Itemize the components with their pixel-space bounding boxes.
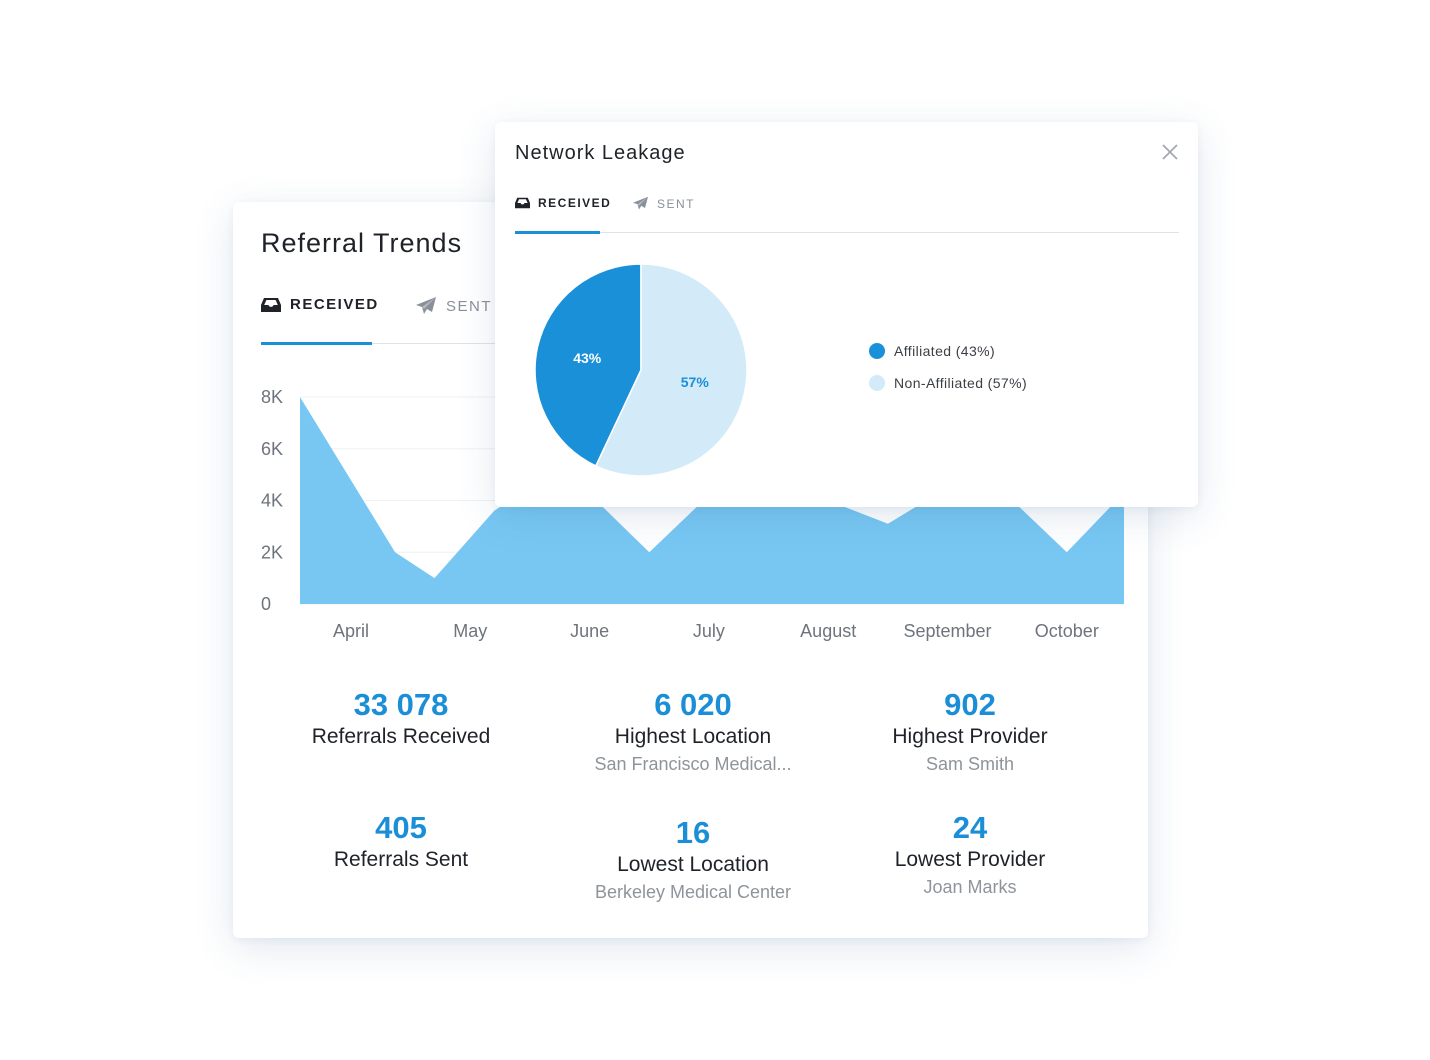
stat-label: Lowest Location [617, 853, 769, 876]
network-leakage-title: Network Leakage [515, 142, 686, 164]
y-tick-label: 8K [261, 387, 283, 407]
x-tick-label: August [800, 621, 856, 641]
tab-received[interactable]: RECEIVED [515, 196, 611, 210]
chart-y-axis: 8K 6K 4K 2K 0 [261, 387, 283, 614]
tab-received[interactable]: RECEIVED [261, 296, 379, 313]
stat-highest-location: 6 020 Highest Location San Francisco Med… [553, 687, 833, 777]
stat-referrals-sent: 405 Referrals Sent [261, 810, 541, 874]
legend-item-non-affiliated: Non-Affiliated (57%) [869, 375, 1027, 391]
tab-received-label: RECEIVED [290, 296, 379, 313]
stat-value: 405 [375, 810, 427, 845]
tab-sent[interactable]: SENT [415, 296, 492, 316]
stat-label: Lowest Provider [894, 848, 1046, 871]
paper-plane-icon [632, 196, 649, 211]
close-icon [1162, 144, 1178, 160]
x-tick-label: June [570, 621, 609, 641]
stat-value: 902 [944, 687, 996, 722]
stat-lowest-location: 16 Lowest Location Berkeley Medical Cent… [553, 815, 833, 905]
stat-value: 33 078 [353, 687, 449, 722]
paper-plane-icon [415, 296, 437, 316]
stat-referrals-received: 33 078 Referrals Received [261, 687, 541, 751]
network-leakage-pie-chart: 43% 57% [534, 263, 748, 477]
tab-sent[interactable]: SENT [632, 196, 695, 211]
legend-swatch [869, 343, 885, 359]
network-leakage-card: Network Leakage RECEIVED SENT 43% 57% Aff… [495, 122, 1198, 507]
pie-slice-label: 57% [681, 374, 710, 390]
referral-trends-title: Referral Trends [261, 228, 463, 258]
legend-label: Non-Affiliated (57%) [894, 375, 1028, 391]
x-tick-label: July [693, 621, 725, 641]
tabs-divider [515, 232, 1179, 233]
pie-slice-label: 43% [573, 350, 602, 366]
stat-label: Referrals Sent [333, 848, 469, 871]
x-tick-label: April [333, 621, 369, 641]
stat-subtitle: Sam Smith [925, 754, 1015, 774]
stat-value: 16 [675, 815, 711, 850]
pie-slice [534, 263, 642, 467]
y-tick-label: 0 [261, 594, 271, 614]
stat-label: Highest Provider [892, 725, 1048, 748]
tab-sent-label: SENT [446, 297, 493, 315]
stat-lowest-provider: 24 Lowest Provider Joan Marks [830, 810, 1110, 900]
chart-x-axis: April May June July August September October [333, 621, 1099, 641]
tabs-divider [261, 343, 561, 344]
stat-label: Highest Location [614, 725, 772, 748]
x-tick-label: October [1035, 621, 1099, 641]
close-button[interactable] [1160, 142, 1180, 162]
stat-subtitle: Berkeley Medical Center [594, 882, 792, 902]
legend-swatch [869, 375, 885, 391]
inbox-tray-icon [261, 297, 281, 313]
legend-label: Affiliated (43%) [894, 343, 996, 359]
tab-received-label: RECEIVED [538, 196, 612, 210]
x-tick-label: May [453, 621, 487, 641]
x-tick-label: September [903, 621, 991, 641]
y-tick-label: 4K [261, 491, 283, 511]
active-tab-indicator [515, 231, 600, 234]
pie-slice [594, 263, 748, 477]
y-tick-label: 2K [261, 542, 283, 562]
stat-subtitle: Joan Marks [923, 877, 1017, 897]
legend-item-affiliated: Affiliated (43%) [869, 343, 995, 359]
stat-label: Referrals Received [311, 725, 491, 748]
tab-sent-label: SENT [657, 196, 696, 211]
stat-subtitle: San Francisco Medical... [594, 754, 792, 774]
stat-highest-provider: 902 Highest Provider Sam Smith [830, 687, 1110, 777]
inbox-tray-icon [515, 197, 530, 209]
stat-value: 6 020 [654, 687, 732, 722]
stat-value: 24 [952, 810, 988, 845]
y-tick-label: 6K [261, 439, 283, 459]
active-tab-indicator [261, 342, 372, 345]
